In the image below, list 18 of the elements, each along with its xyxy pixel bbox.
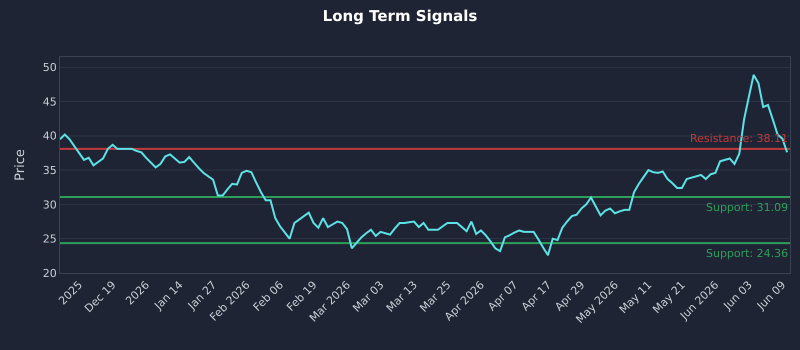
y-tick-label: 45	[42, 95, 57, 108]
x-tick-label: Feb 06	[250, 278, 286, 314]
ref-line-label: Support: 31.09	[706, 201, 788, 214]
y-tick-label: 50	[42, 61, 57, 74]
ref-line-label: Support: 24.36	[706, 247, 788, 260]
x-tick-label: Jun 03	[720, 278, 755, 313]
y-tick-label: 25	[42, 232, 57, 246]
chart-title: Long Term Signals	[322, 7, 478, 25]
y-axis-title: Price	[13, 149, 28, 181]
y-tick-label: 20	[42, 266, 57, 280]
y-tick-label: 30	[42, 198, 57, 212]
x-tick-label: Dec 19	[82, 278, 119, 316]
x-tick-label: Apr 07	[485, 278, 520, 314]
y-tick-label: 35	[42, 164, 57, 177]
y-tick-label: 40	[42, 130, 57, 143]
x-tick-label: Jun 09	[754, 278, 788, 313]
x-tick-label: Jan 14	[151, 278, 186, 313]
x-tick-label: Apr 17	[518, 278, 554, 314]
